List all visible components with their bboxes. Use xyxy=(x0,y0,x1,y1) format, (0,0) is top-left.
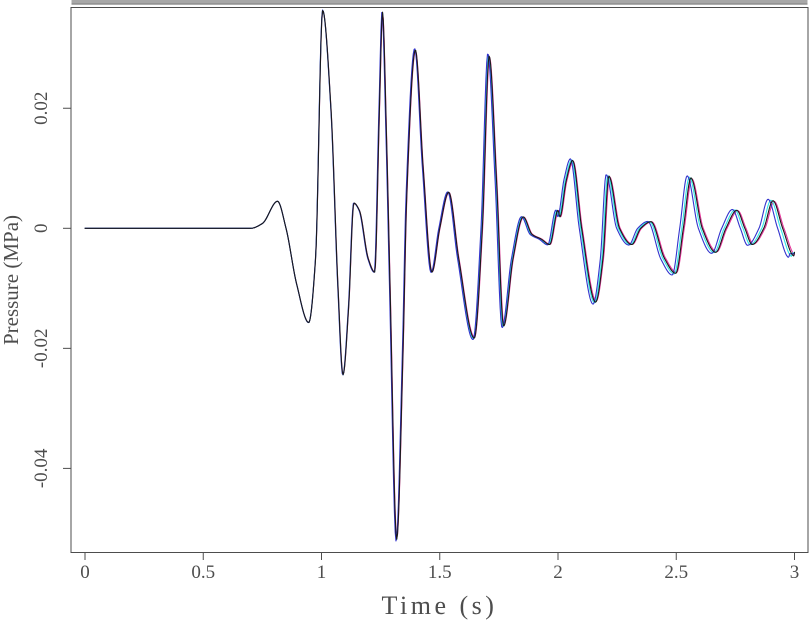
svg-text:Time (s): Time (s) xyxy=(382,591,498,620)
svg-text:3: 3 xyxy=(790,562,800,583)
svg-text:-0.04: -0.04 xyxy=(31,448,52,488)
svg-text:0: 0 xyxy=(80,562,90,583)
svg-text:0.02: 0.02 xyxy=(31,92,52,125)
svg-text:1: 1 xyxy=(317,562,327,583)
svg-text:Pressure (MPa): Pressure (MPa) xyxy=(0,215,23,345)
svg-text:1.5: 1.5 xyxy=(428,562,452,583)
svg-text:2: 2 xyxy=(553,562,563,583)
svg-text:0.5: 0.5 xyxy=(191,562,215,583)
svg-text:0: 0 xyxy=(31,224,52,234)
svg-text:2.5: 2.5 xyxy=(664,562,688,583)
svg-text:-0.02: -0.02 xyxy=(31,329,52,369)
